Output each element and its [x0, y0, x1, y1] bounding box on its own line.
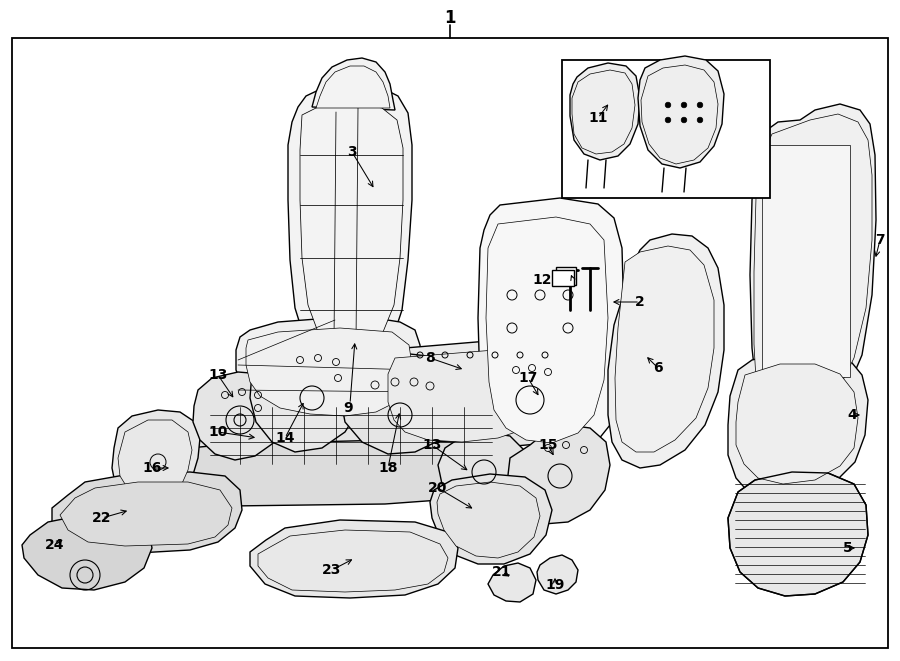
Polygon shape — [388, 350, 565, 442]
Polygon shape — [488, 563, 536, 602]
Bar — [556, 267, 576, 285]
Bar — [552, 270, 574, 286]
Polygon shape — [572, 70, 635, 154]
Text: 11: 11 — [589, 111, 608, 125]
Polygon shape — [728, 350, 868, 500]
Text: 19: 19 — [545, 578, 564, 592]
Text: 5: 5 — [843, 541, 853, 555]
Text: 24: 24 — [45, 538, 65, 552]
Polygon shape — [193, 372, 285, 460]
Polygon shape — [378, 340, 578, 452]
Polygon shape — [316, 66, 390, 108]
Polygon shape — [118, 420, 192, 500]
Text: 9: 9 — [343, 401, 353, 415]
Circle shape — [698, 117, 703, 123]
Polygon shape — [300, 103, 403, 347]
Polygon shape — [250, 520, 458, 598]
Text: 22: 22 — [92, 511, 112, 525]
Text: 23: 23 — [322, 563, 342, 577]
Polygon shape — [437, 482, 540, 558]
Polygon shape — [641, 65, 718, 164]
Text: 6: 6 — [653, 361, 662, 375]
Polygon shape — [486, 217, 608, 443]
Polygon shape — [570, 63, 640, 160]
Text: 20: 20 — [428, 481, 447, 495]
Polygon shape — [258, 420, 420, 444]
Text: 14: 14 — [275, 431, 295, 445]
Polygon shape — [288, 83, 412, 363]
Text: 8: 8 — [425, 351, 435, 365]
Text: 21: 21 — [492, 565, 512, 579]
Polygon shape — [615, 246, 714, 452]
Polygon shape — [198, 402, 500, 468]
Circle shape — [681, 117, 687, 123]
Polygon shape — [638, 56, 724, 168]
Text: 10: 10 — [208, 425, 228, 439]
Text: 3: 3 — [347, 145, 356, 159]
Text: 18: 18 — [378, 461, 398, 475]
Polygon shape — [508, 425, 610, 524]
Text: 13: 13 — [422, 438, 442, 452]
Polygon shape — [52, 472, 242, 554]
Circle shape — [681, 102, 687, 108]
Polygon shape — [340, 354, 465, 454]
Circle shape — [665, 102, 670, 108]
Polygon shape — [246, 328, 412, 416]
Polygon shape — [608, 234, 724, 468]
Polygon shape — [60, 482, 232, 546]
Polygon shape — [258, 530, 448, 592]
Polygon shape — [250, 336, 365, 452]
Polygon shape — [140, 440, 495, 506]
Text: 4: 4 — [847, 408, 857, 422]
Polygon shape — [478, 198, 624, 458]
Polygon shape — [736, 364, 858, 484]
Text: 1: 1 — [445, 9, 455, 27]
Polygon shape — [112, 410, 200, 512]
Text: 2: 2 — [635, 295, 645, 309]
Polygon shape — [754, 114, 872, 418]
Polygon shape — [537, 555, 578, 594]
Polygon shape — [728, 472, 868, 596]
Polygon shape — [22, 514, 152, 590]
Polygon shape — [750, 104, 876, 424]
Text: 17: 17 — [518, 371, 537, 385]
Text: 12: 12 — [532, 273, 552, 287]
Text: 16: 16 — [142, 461, 162, 475]
Circle shape — [698, 102, 703, 108]
Text: 15: 15 — [538, 438, 558, 452]
Polygon shape — [430, 474, 552, 564]
Circle shape — [665, 117, 670, 123]
Polygon shape — [438, 432, 526, 508]
Polygon shape — [236, 318, 422, 428]
Text: 13: 13 — [208, 368, 228, 382]
Text: 7: 7 — [875, 233, 885, 247]
Polygon shape — [312, 58, 395, 110]
Bar — [562, 60, 770, 198]
Polygon shape — [478, 352, 580, 446]
Bar — [762, 145, 850, 377]
